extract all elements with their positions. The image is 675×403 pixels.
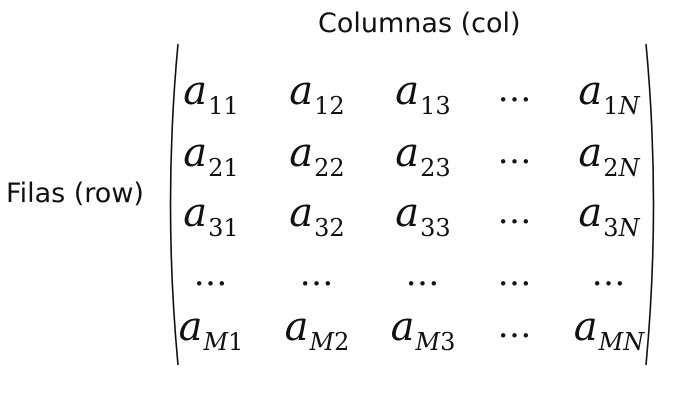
matrix-element: a13 (395, 68, 451, 120)
matrix-ellipsis: … (497, 254, 533, 294)
matrix-element: a12 (289, 68, 345, 120)
matrix-element: a11 (183, 68, 239, 120)
matrix-ellipsis: … (497, 70, 533, 110)
right-parenthesis (645, 43, 655, 366)
left-parenthesis (169, 43, 179, 366)
matrix-element: a33 (395, 190, 451, 242)
matrix-element: a1N (578, 68, 640, 120)
matrix-element: a21 (183, 130, 239, 182)
matrix-element: a31 (183, 190, 239, 242)
matrix-ellipsis: … (497, 306, 533, 346)
matrix-ellipsis: … (405, 254, 441, 294)
matrix-ellipsis: … (193, 254, 229, 294)
matrix-element: a32 (289, 190, 345, 242)
matrix-element: a22 (289, 130, 345, 182)
matrix-element: aM1 (178, 304, 244, 356)
columns-label: Columnas (col) (318, 8, 521, 39)
matrix-ellipsis: … (497, 192, 533, 232)
matrix-element: a3N (578, 190, 640, 242)
matrix-element: aM3 (390, 304, 456, 356)
matrix-element: a2N (578, 130, 640, 182)
matrix-element: aM2 (284, 304, 350, 356)
matrix-ellipsis: … (497, 132, 533, 172)
matrix-ellipsis: … (299, 254, 335, 294)
rows-label: Filas (row) (6, 178, 144, 209)
matrix-element: aMN (573, 304, 645, 356)
matrix-element: a23 (395, 130, 451, 182)
matrix-ellipsis: … (591, 254, 627, 294)
